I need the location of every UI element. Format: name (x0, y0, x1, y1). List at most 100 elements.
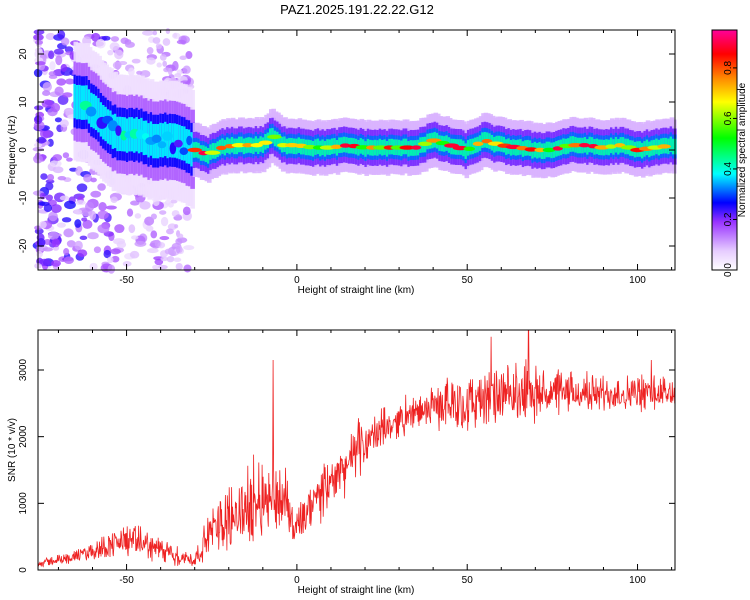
snr-frame (37, 329, 676, 571)
heatmap-cell (266, 132, 272, 149)
heatmap-cell (62, 152, 70, 159)
spectrogram-xlabel: Height of straight line (km) (298, 285, 415, 296)
heatmap-cell (90, 177, 97, 183)
x-tick-label: -50 (119, 575, 134, 586)
heatmap-cell (183, 126, 188, 161)
heatmap-cell (155, 43, 162, 50)
snr-ylabel: SNR (10 * v/v) (7, 418, 18, 482)
heatmap-cell (258, 140, 273, 145)
colorbar-tick-label: 0.2 (723, 212, 734, 226)
heatmap-cell (85, 201, 95, 212)
x-tick-label: -50 (119, 275, 134, 286)
heatmap-cell (481, 138, 493, 144)
heatmap-cell (78, 84, 83, 120)
heatmap-cell (83, 174, 93, 183)
heatmap-cell (126, 208, 134, 217)
heatmap-cell (146, 57, 156, 65)
heatmap-cell (48, 211, 58, 222)
heatmap-cell (34, 61, 46, 66)
heatmap-cell (61, 217, 72, 223)
x-tick-label: 100 (629, 575, 646, 586)
colorbar-tick-label: 0.8 (723, 61, 734, 75)
heatmap-cell (65, 78, 75, 85)
heatmap-cell (157, 264, 168, 270)
heatmap-cell (66, 157, 73, 162)
heatmap-cell (167, 223, 177, 231)
heatmap-cell (87, 232, 99, 240)
heatmap-cell (159, 236, 170, 241)
heatmap-cell (63, 247, 70, 256)
snr-series-line (38, 330, 675, 568)
heatmap-cell (57, 94, 69, 105)
heatmap-cell (64, 46, 74, 53)
heatmap-cell (231, 143, 247, 148)
heatmap-cell (162, 131, 173, 141)
heatmap-cell (463, 146, 476, 152)
heatmap-cell (97, 183, 106, 191)
heatmap-cell (146, 47, 154, 55)
heatmap-cell (182, 65, 191, 74)
heatmap-cell (176, 233, 184, 239)
heatmap-cell (73, 83, 79, 119)
heatmap-cell (166, 123, 172, 159)
heatmap-cell (108, 120, 118, 132)
heatmap-cell (49, 61, 56, 71)
heatmap-cell (124, 41, 135, 48)
heatmap-cell (73, 209, 83, 215)
heatmap-cell (112, 61, 122, 70)
heatmap-cell (267, 134, 282, 140)
snr-xlabel: Height of straight line (km) (298, 585, 415, 596)
heatmap-cell (179, 55, 187, 61)
heatmap-cell (339, 143, 351, 148)
heatmap-cell (171, 123, 176, 158)
heatmap-cell (82, 219, 93, 229)
heatmap-cell (66, 240, 76, 248)
y-tick-label: 1000 (18, 492, 29, 515)
heatmap-cell (173, 139, 183, 148)
heatmap-cell (187, 129, 193, 164)
x-tick-label: 0 (294, 575, 300, 586)
heatmap-cell (51, 260, 61, 267)
heatmap-cell (110, 248, 121, 255)
heatmap-cell (115, 125, 122, 137)
x-tick-label: 0 (294, 275, 300, 286)
heatmap-cell (186, 135, 193, 146)
heatmap-cell (36, 238, 46, 247)
y-tick-label: 3000 (18, 358, 29, 381)
heatmap-cell (63, 256, 75, 265)
heatmap-cell (578, 143, 590, 148)
heatmap-cell (101, 35, 111, 41)
heatmap-cell (93, 246, 102, 254)
heatmap-cell (50, 204, 62, 213)
heatmap-cell (105, 205, 117, 210)
heatmap-cell (89, 210, 97, 221)
heatmap-cell (116, 240, 127, 249)
heatmap-cell (47, 138, 54, 147)
heatmap-cell (185, 129, 191, 164)
heatmap-cell (97, 224, 110, 234)
heatmap-cell (185, 51, 193, 60)
colorbar-tick-label: 0.6 (723, 111, 734, 125)
heatmap-cell (130, 200, 140, 206)
heatmap-cell (51, 238, 61, 248)
heatmap-cell (39, 128, 51, 139)
heatmap-cell (109, 42, 120, 51)
heatmap-cell (34, 40, 44, 45)
y-tick-label: 20 (18, 48, 29, 60)
heatmap-cell (154, 258, 164, 266)
heatmap-cell (81, 217, 88, 222)
heatmap-cell (216, 145, 227, 151)
heatmap-cell (542, 147, 556, 153)
heatmap-cell (39, 220, 47, 229)
heatmap-cell (79, 235, 88, 241)
heatmap-cell (37, 138, 47, 143)
heatmap-cell (74, 240, 83, 251)
heatmap-cell (142, 30, 154, 36)
heatmap-cell (261, 137, 267, 153)
heatmap-cell (146, 248, 159, 254)
heatmap-cell (179, 147, 189, 155)
heatmap-cell (411, 145, 422, 150)
heatmap-cell (74, 219, 82, 228)
